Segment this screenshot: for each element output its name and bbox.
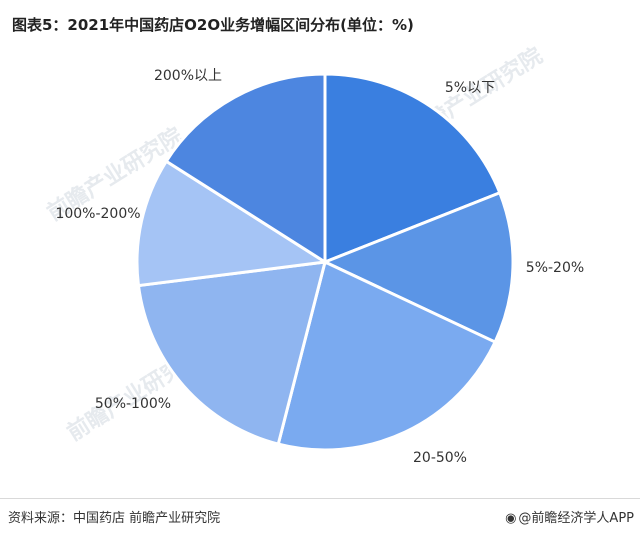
pie-slice: [323, 72, 502, 265]
brand-credit: ◉ @前瞻经济学人APP: [505, 507, 634, 526]
slice-label: 100%-200%: [55, 206, 140, 222]
pie-slice: [321, 190, 515, 345]
slice-label: 5%-20%: [526, 260, 584, 276]
pie-slice: [136, 260, 328, 446]
brand-text: @前瞻经济学人APP: [518, 511, 634, 526]
weibo-icon: ◉: [505, 511, 517, 526]
source-note: 资料来源：中国药店 前瞻产业研究院: [8, 511, 221, 526]
pie-slice: [164, 72, 327, 265]
pie-chart: 5%以下 5%-20% 20-50% 50%-100% 100%-200% 200%以上: [55, 68, 584, 466]
footer-divider: [0, 498, 640, 499]
slice-label: 5%以下: [445, 80, 495, 96]
slice-label: 20-50%: [413, 450, 467, 466]
pie-slice: [135, 159, 330, 288]
chart-title: 图表5：2021年中国药店O2O业务增幅区间分布(单位：%): [12, 16, 414, 34]
slice-label: 200%以上: [154, 68, 222, 84]
slice-label: 50%-100%: [95, 396, 171, 412]
pie-slice: [276, 259, 498, 452]
